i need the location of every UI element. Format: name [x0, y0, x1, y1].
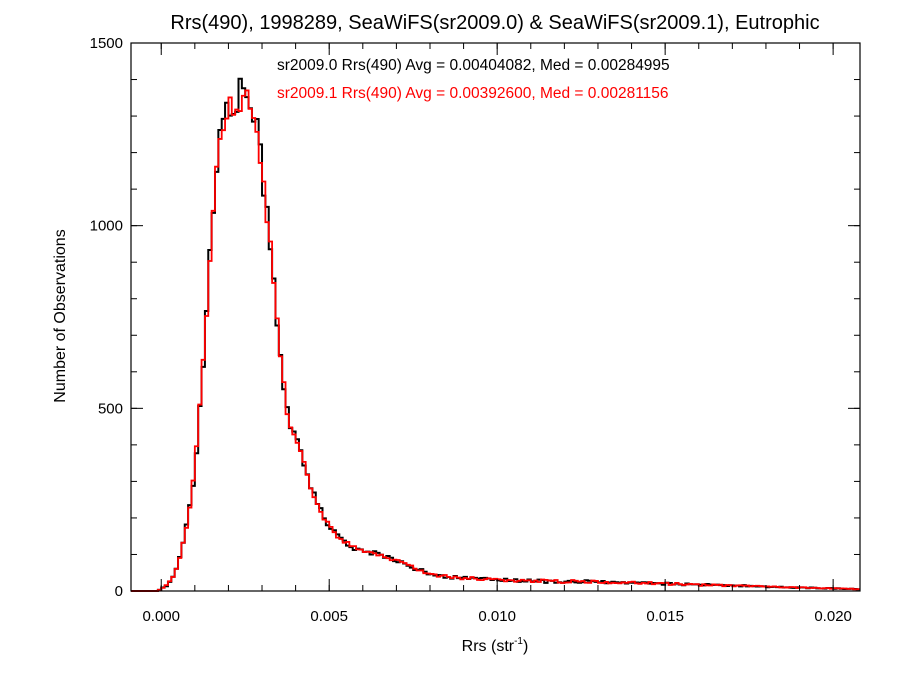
- y-axis-title: Number of Observations: [52, 229, 69, 402]
- legend-entry-sr2009-0: sr2009.0 Rrs(490) Avg = 0.00404082, Med …: [277, 57, 670, 74]
- x-tick-label: 0.015: [646, 608, 684, 625]
- y-tick-label: 1500: [90, 35, 123, 52]
- x-tick-label: 0.005: [310, 608, 348, 625]
- histogram-series-sr2009-0: [131, 77, 860, 592]
- series-layer: [131, 77, 860, 592]
- histogram-series-sr2009-1: [131, 89, 860, 592]
- axis-ticks: [131, 42, 860, 592]
- x-axis-tick-labels: 0.000 0.005 0.010 0.015 0.020: [142, 608, 851, 625]
- x-tick-label: 0.010: [478, 608, 516, 625]
- legend: sr2009.0 Rrs(490) Avg = 0.00404082, Med …: [277, 57, 670, 102]
- x-tick-label: 0.000: [142, 608, 180, 625]
- legend-entry-sr2009-1: sr2009.1 Rrs(490) Avg = 0.00392600, Med …: [277, 85, 669, 102]
- y-tick-label: 1000: [90, 218, 123, 235]
- x-axis-title-superscript: -1: [514, 636, 523, 647]
- y-tick-label: 500: [98, 400, 123, 417]
- x-axis-title: Rrs (str-1): [462, 636, 529, 655]
- plot-frame: [130, 42, 861, 592]
- x-axis-title-main: Rrs (str: [462, 638, 515, 655]
- y-axis-tick-labels: 0 500 1000 1500: [90, 35, 123, 600]
- chart-title: Rrs(490), 1998289, SeaWiFS(sr2009.0) & S…: [170, 12, 819, 34]
- y-tick-label: 0: [115, 583, 123, 600]
- x-tick-label: 0.020: [814, 608, 852, 625]
- x-axis-title-end: ): [523, 638, 528, 655]
